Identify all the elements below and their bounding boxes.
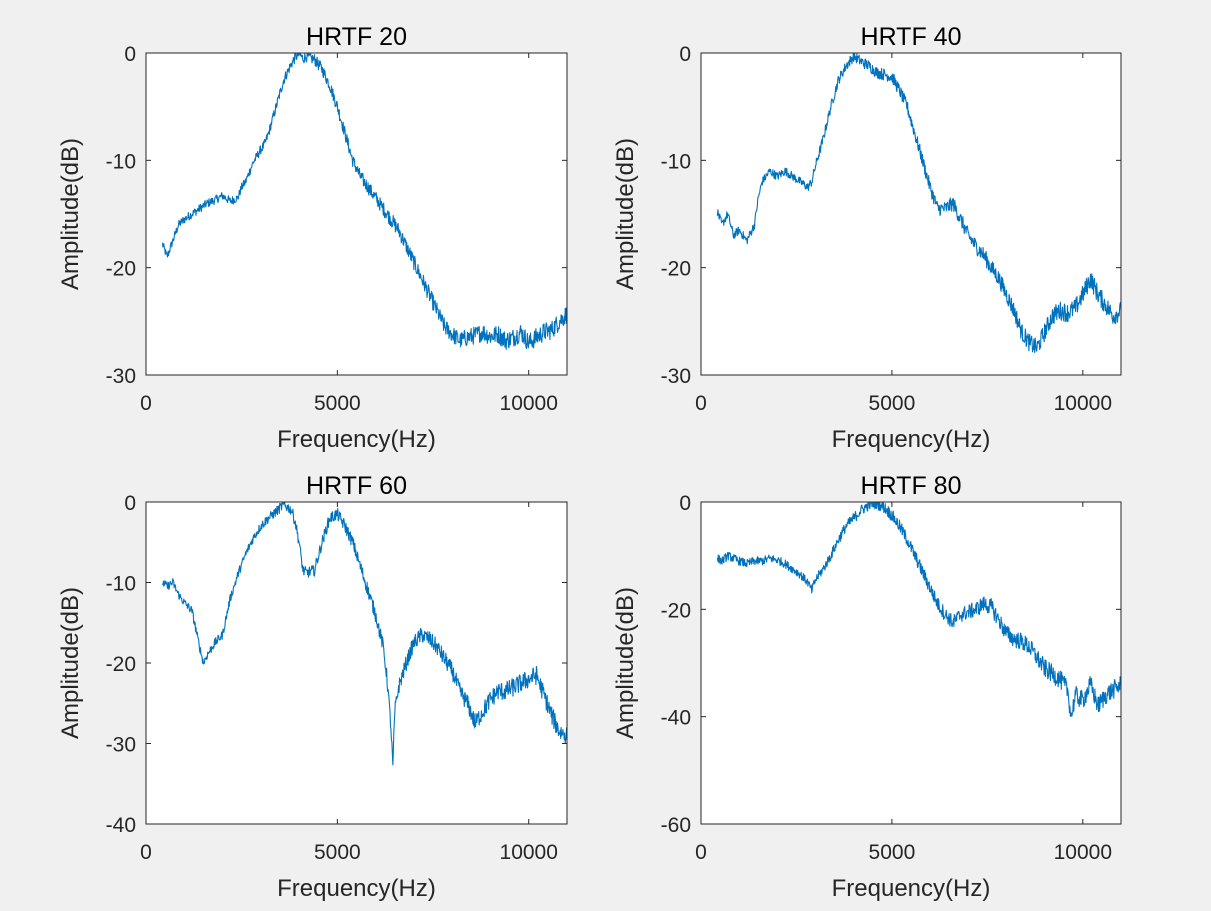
y-tick-label: -30 [106,365,136,388]
x-axis-label: Frequency(Hz) [277,426,436,453]
y-tick-label: -20 [106,653,136,676]
y-tick-label: 0 [679,43,691,66]
y-tick-label: -10 [106,150,136,173]
plot-area [146,53,567,375]
series-line [716,53,1121,354]
subplot-title: HRTF 20 [306,23,407,51]
plot-area [701,502,1121,824]
x-tick-label: 0 [695,841,707,864]
x-tick-label: 5000 [314,392,361,415]
y-tick-label: -10 [106,573,136,596]
y-tick-label: -40 [661,707,691,730]
y-tick-label: -30 [106,734,136,757]
y-axis-label: Amplitude(dB) [612,138,639,290]
x-tick-label: 0 [140,392,152,415]
y-tick-label: 0 [124,492,136,515]
series-line [716,502,1121,717]
x-tick-label: 10000 [500,841,558,864]
y-tick-label: 0 [679,492,691,515]
subplot-title: HRTF 40 [861,23,962,51]
y-tick-label: 0 [124,43,136,66]
x-tick-label: 10000 [1054,392,1112,415]
x-axis-label: Frequency(Hz) [832,875,991,902]
axes-box [700,501,1122,825]
subplot-3: 0 5000 10000 -40 -30 -20 -10 0 HRTF 60 Frequency(… [57,472,568,902]
subplot-title: HRTF 80 [861,472,962,500]
subplot-4: 0 5000 10000 -60 -40 -20 0 HRTF 80 Frequency(Hz)… [612,472,1122,902]
x-tick-label: 0 [140,841,152,864]
series-line [161,53,567,350]
x-tick-label: 10000 [1054,841,1112,864]
x-axis-label: Frequency(Hz) [832,426,991,453]
subplot-1: 0 5000 10000 -30 -20 -10 0 HRTF 20 Frequency(Hz)… [57,23,568,453]
y-tick-label: -20 [106,258,136,281]
y-tick-label: -20 [661,599,691,622]
y-tick-label: -60 [661,814,691,837]
y-tick-label: -30 [661,365,691,388]
x-tick-label: 5000 [869,392,916,415]
x-tick-label: 0 [695,392,707,415]
x-axis-label: Frequency(Hz) [277,875,436,902]
x-tick-label: 10000 [500,392,558,415]
plot-area [701,53,1121,375]
y-axis-label: Amplitude(dB) [57,138,84,290]
y-axis-label: Amplitude(dB) [57,587,84,739]
series-line [162,502,567,766]
x-tick-label: 5000 [314,841,361,864]
x-tick-label: 5000 [869,841,916,864]
y-axis-label: Amplitude(dB) [612,587,639,739]
subplot-2: 0 5000 10000 -30 -20 -10 0 HRTF 40 Frequency(Hz)… [612,23,1122,453]
subplot-title: HRTF 60 [306,472,407,500]
y-tick-label: -10 [661,150,691,173]
y-tick-label: -40 [106,814,136,837]
axes-box [145,52,568,376]
y-tick-label: -20 [661,258,691,281]
plot-area [146,502,567,824]
axes-box [700,52,1122,376]
